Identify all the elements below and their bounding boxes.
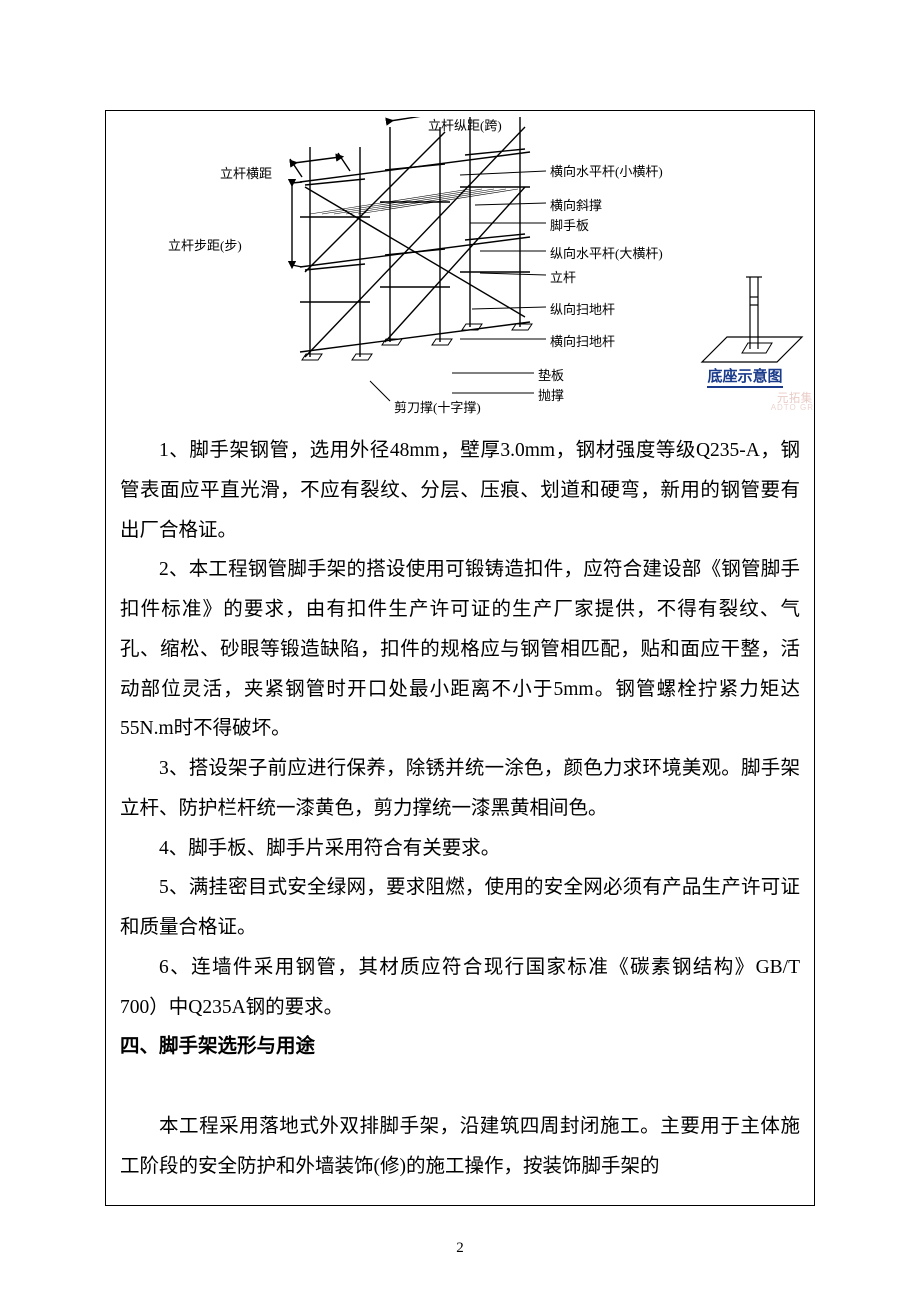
body-text: 1、脚手架钢管，选用外径48mm，壁厚3.0mm，钢材强度等级Q235-A，钢管… [120, 431, 800, 1187]
page-frame: 立杆纵距(跨) 立杆横距 立杆步距(步) 横向水平杆(小横杆) 横向斜撑 脚手板… [105, 110, 815, 1206]
callout-3: 纵向水平杆(大横杆) [550, 243, 663, 262]
para-4: 4、脚手板、脚手片采用符合有关要求。 [120, 829, 800, 869]
blank-line [120, 1067, 800, 1107]
callout-5: 纵向扫地杆 [550, 299, 615, 318]
callout-1: 横向斜撑 [550, 195, 602, 214]
callout-8: 抛撑 [538, 385, 564, 404]
para-6: 6、连墙件采用钢管，其材质应符合现行国家标准《碳素钢结构》GB/T 700）中Q… [120, 948, 800, 1028]
para-5: 5、满挂密目式安全绿网，要求阻燃，使用的安全网必须有产品生产许可证和质量合格证。 [120, 868, 800, 948]
para-2: 2、本工程钢管脚手架的搭设使用可锻铸造扣件，应符合建设部《钢管脚手扣件标准》的要… [120, 550, 800, 749]
callout-7: 垫板 [538, 365, 564, 384]
label-top: 立杆纵距(跨) [428, 115, 502, 134]
label-hengju: 立杆横距 [220, 163, 272, 182]
label-bottom: 剪刀撑(十字撑) [394, 397, 481, 416]
para-3: 3、搭设架子前应进行保养，除锈并统一涂色，颜色力求环境美观。脚手架立杆、防护栏杆… [120, 749, 800, 829]
label-buju: 立杆步距(步) [168, 235, 242, 254]
callout-0: 横向水平杆(小横杆) [550, 161, 663, 180]
callout-2: 脚手板 [550, 215, 589, 234]
para-1: 1、脚手架钢管，选用外径48mm，壁厚3.0mm，钢材强度等级Q235-A，钢管… [120, 431, 800, 550]
watermark-sub: ADTO GR [771, 403, 814, 412]
callout-6: 横向扫地杆 [550, 331, 615, 350]
scaffold-diagram: 立杆纵距(跨) 立杆横距 立杆步距(步) 横向水平杆(小横杆) 横向斜撑 脚手板… [120, 117, 800, 427]
section-heading: 四、脚手架选形与用途 [120, 1027, 800, 1067]
inset-caption: 底座示意图 [680, 365, 810, 386]
para-7: 本工程采用落地式外双排脚手架，沿建筑四周封闭施工。主要用于主体施工阶段的安全防护… [120, 1107, 800, 1187]
page-number: 2 [105, 1240, 815, 1257]
scaffold-svg [210, 117, 550, 417]
callout-4: 立杆 [550, 267, 576, 286]
